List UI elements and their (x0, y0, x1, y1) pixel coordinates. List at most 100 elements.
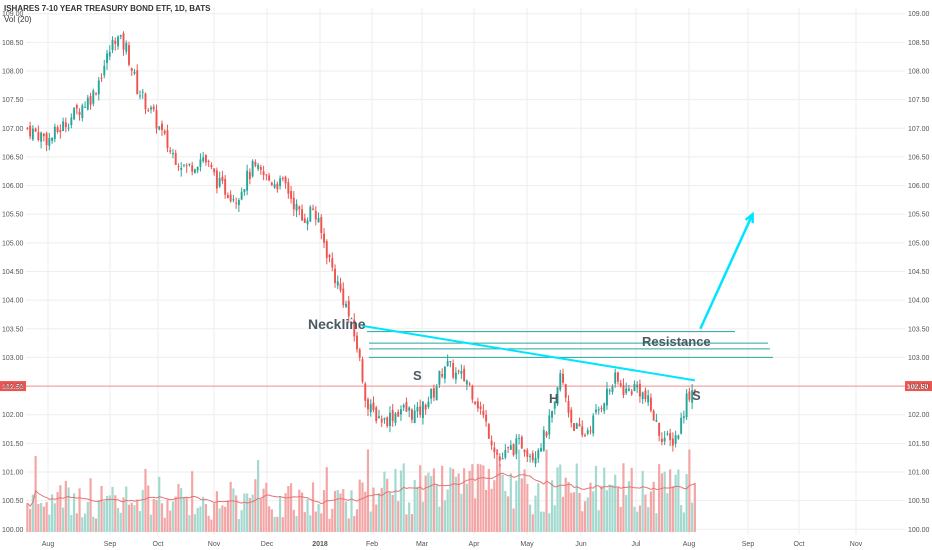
candle-body (312, 208, 315, 211)
chart-legend: ISHARES 7-10 YEAR TREASURY BOND ETF, 1D,… (4, 3, 210, 25)
candle-body (314, 210, 317, 220)
candle-body (641, 392, 644, 400)
y-tick-label: 101.50 (2, 441, 24, 448)
volume-bar (660, 473, 664, 532)
x-tick-label: Aug (683, 541, 696, 548)
candle-body (180, 168, 183, 170)
volume-bar (358, 479, 361, 532)
volume-bar (94, 518, 98, 532)
volume-bar (202, 496, 205, 532)
candlesticks (26, 31, 696, 468)
volume-bar (155, 500, 158, 532)
candle-body (119, 34, 122, 37)
volume-bar (556, 467, 559, 532)
candle-body (92, 90, 95, 104)
volume-bar (116, 507, 120, 532)
candle-body (600, 407, 603, 409)
candle-body (551, 411, 553, 418)
volume-bar (380, 487, 383, 532)
volume-bar (251, 494, 254, 532)
volume-bar (64, 480, 67, 532)
candle-body (507, 447, 510, 449)
candle-body (427, 401, 430, 407)
volume-bar (605, 490, 609, 532)
volume-bar (226, 500, 229, 532)
volume-bar (108, 495, 111, 532)
volume-bar (103, 501, 106, 532)
candle-body (147, 110, 150, 112)
candle-body (545, 432, 548, 437)
candle-body (567, 401, 570, 413)
candle-body (265, 174, 268, 176)
volume-bar (416, 486, 419, 532)
candle-body (226, 195, 229, 198)
volume-bar (344, 501, 348, 532)
volume-bar (523, 469, 526, 532)
neckline-label: Neckline (308, 316, 366, 332)
candle-body (394, 413, 397, 423)
candle-body (240, 191, 243, 200)
volume-bar (235, 495, 238, 532)
volume-bar (276, 516, 279, 532)
volume-bar (262, 488, 265, 532)
candle-body (644, 390, 647, 400)
x-tick-label: Feb (366, 541, 378, 548)
candle-body (59, 130, 62, 132)
volume-bar (504, 490, 507, 532)
volume-bar (682, 512, 685, 532)
volume-bar (454, 476, 457, 532)
candle-body (388, 412, 391, 427)
candle-body (235, 202, 238, 204)
candle-body (328, 254, 331, 258)
candle-body (487, 424, 490, 439)
volume-bar (388, 492, 392, 532)
candle-body (578, 424, 581, 427)
candle-body (608, 390, 611, 392)
volume-bar (221, 505, 224, 532)
candle-body (199, 159, 202, 167)
candle-body (419, 406, 422, 415)
candle-body (53, 126, 56, 139)
candle-body (26, 127, 29, 129)
candle-body (669, 432, 672, 441)
candle-body (460, 370, 463, 374)
volume-bar (292, 509, 295, 532)
volume-bar (397, 501, 400, 532)
resistance-label: Resistance (642, 334, 711, 349)
volume-bar (364, 491, 367, 532)
volume-bar (424, 475, 427, 532)
volume-bar (394, 468, 397, 532)
candle-body (663, 437, 666, 442)
candle-body (221, 176, 224, 181)
volume-bar (127, 504, 131, 532)
candle-body (559, 373, 562, 390)
candle-body (29, 125, 32, 137)
volume-bar (575, 463, 578, 532)
candle-body (37, 132, 40, 141)
candle-body (691, 390, 694, 403)
candle-body (438, 370, 441, 385)
candle-body (42, 133, 45, 137)
volume-bar (578, 492, 581, 532)
volume-bar (622, 463, 625, 532)
candle-body (89, 95, 92, 105)
volume-bar (265, 482, 268, 532)
candle-body (375, 407, 378, 422)
candle-body (67, 127, 70, 129)
volume-bar (281, 517, 284, 532)
volume-bar (479, 464, 482, 532)
candle-body (150, 107, 152, 110)
volume-bar (630, 467, 633, 532)
x-axis: Aug Sep Oct Nov Dec 2018 Feb Mar Apr May Jun Jul Aug… (42, 541, 863, 548)
candle-body (586, 430, 589, 434)
y-tick-label: 104.50 (908, 269, 930, 276)
candle-body (454, 372, 457, 380)
candle-body (75, 105, 78, 109)
volume-bar (342, 489, 345, 532)
candle-body (155, 110, 158, 129)
volume-bar (300, 492, 304, 532)
volume-bar (693, 482, 696, 532)
volume-bar (372, 487, 375, 532)
y-tick-label: 104.00 (2, 298, 24, 305)
